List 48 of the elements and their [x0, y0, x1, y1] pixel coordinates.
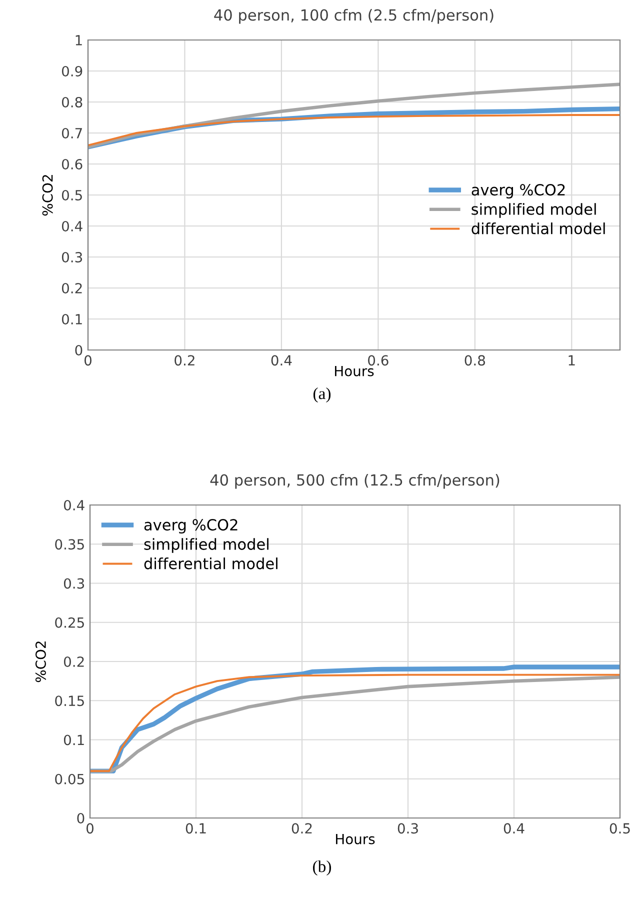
- y-tick-label: 0.35: [55, 539, 84, 550]
- x-tick-label: 1: [568, 355, 575, 366]
- x-axis-title: Hours: [336, 834, 375, 844]
- y-tick-label: 0.1: [64, 734, 84, 746]
- x-tick-label: 0.4: [504, 823, 524, 834]
- y-tick-label: 1: [76, 35, 82, 46]
- x-tick-label: 0.8: [464, 355, 486, 366]
- legend-label: simplified model: [472, 203, 596, 218]
- y-tick-label: 0.4: [62, 220, 82, 232]
- x-tick-label: 0.4: [271, 355, 292, 366]
- line-series: [88, 82, 620, 149]
- y-tick-label: 0.3: [62, 252, 82, 262]
- y-tick-label: 0.25: [55, 617, 84, 628]
- x-tick-label: 0.2: [292, 823, 312, 834]
- y-tick-label: 0.2: [62, 282, 82, 294]
- x-tick-label: 0: [86, 823, 94, 834]
- x-tick-label: 0: [84, 355, 92, 366]
- y-tick-label: 0: [75, 344, 82, 356]
- y-tick-label: 0.05: [55, 774, 84, 784]
- y-tick-label: 0: [77, 812, 84, 824]
- y-tick-label: 0.1: [62, 314, 82, 324]
- y-tick-label: 0.7: [62, 128, 82, 138]
- y-axis-title: %CO2: [42, 175, 53, 216]
- x-tick-label: 0.3: [398, 823, 418, 834]
- x-tick-label: 0.2: [174, 355, 194, 366]
- x-axis-title: Hours: [335, 366, 374, 376]
- legend-label: differential model: [144, 557, 278, 570]
- text: (b): [313, 860, 331, 876]
- y-tick-label: 0.15: [55, 696, 84, 706]
- x-tick-label: 0.5: [610, 823, 630, 834]
- legend-label: differential model: [472, 222, 605, 234]
- y-tick-label: 0.9: [62, 66, 82, 76]
- x-tick-label: 0.1: [186, 823, 206, 834]
- text: (a): [313, 387, 331, 403]
- chart-title: 40 person, 500 cfm (12.5 cfm/person): [210, 474, 500, 489]
- x-tick-label: 0.6: [368, 355, 388, 366]
- chart-title: 40 person, 100 cfm (2.5 cfm/person): [214, 8, 494, 24]
- y-tick-label: 0.3: [64, 578, 84, 589]
- y-tick-label: 0.5: [62, 190, 82, 200]
- y-axis-title: %CO2: [35, 642, 46, 682]
- y-tick-label: 0.2: [64, 656, 84, 667]
- line-series: [88, 114, 620, 146]
- legend-label: averg %CO2: [472, 184, 565, 199]
- y-tick-label: 0.8: [62, 96, 82, 108]
- legend-label: averg %CO2: [144, 519, 238, 534]
- y-tick-label: 0.6: [62, 158, 82, 170]
- y-tick-label: 0.4: [64, 500, 84, 510]
- legend-label: simplified model: [144, 538, 268, 553]
